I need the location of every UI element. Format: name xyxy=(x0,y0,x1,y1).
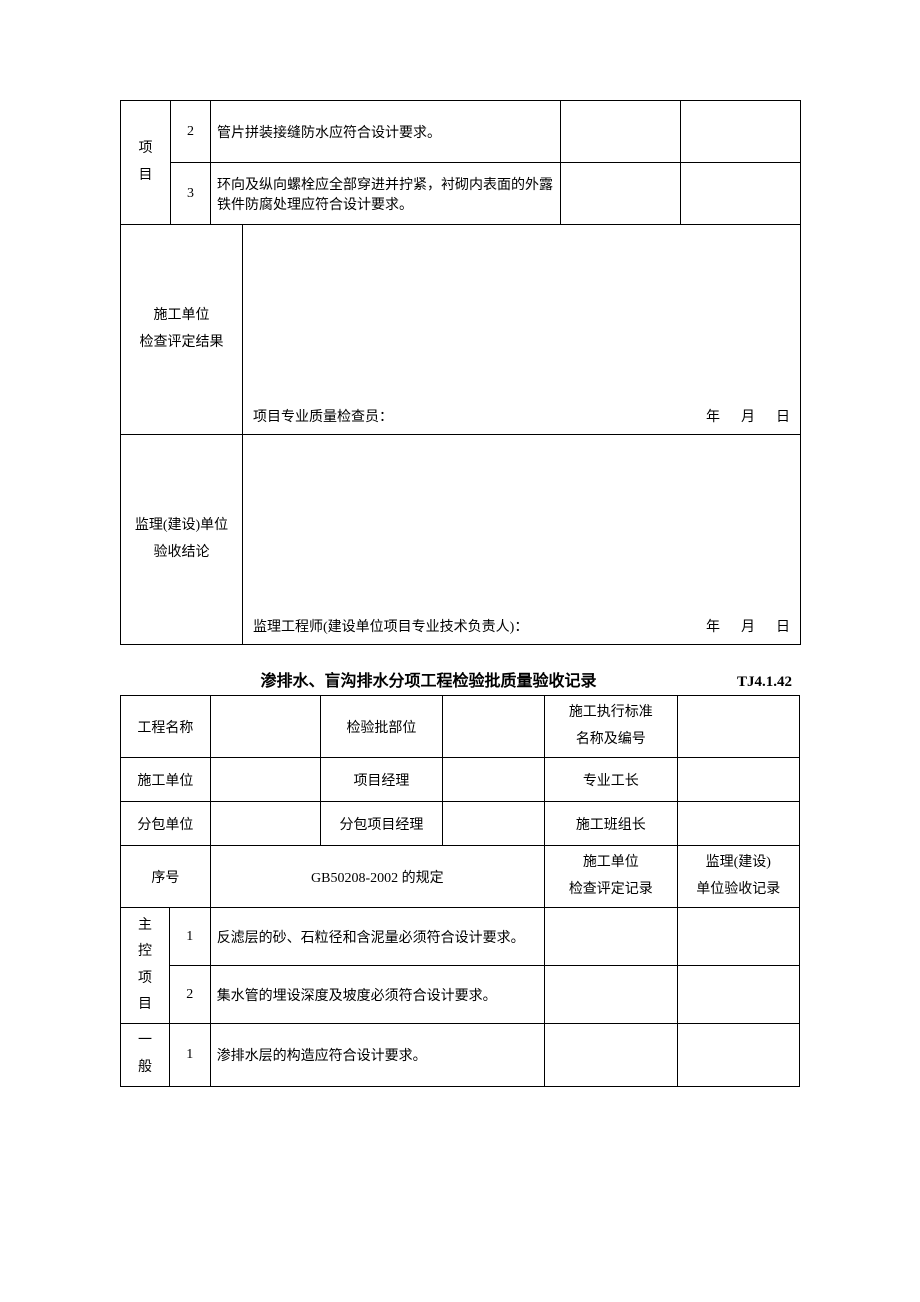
sig2-label: 监理工程师(建设单位项目专业技术负责人)： xyxy=(253,616,706,636)
row-num: 1 xyxy=(169,908,210,966)
v-subcon xyxy=(210,802,320,846)
section-title: 渗排水、盲沟排水分项工程检验批质量验收记录 xyxy=(120,667,737,691)
h-pm: 项目经理 xyxy=(320,758,442,802)
check-cell xyxy=(561,101,681,163)
section-code: TJ4.1.42 xyxy=(737,674,792,691)
accept-cell xyxy=(681,163,801,225)
accept-cell xyxy=(677,966,799,1024)
h-spec: GB50208-2002 的规定 xyxy=(210,846,544,908)
check-cell xyxy=(545,1024,678,1086)
row-num: 1 xyxy=(169,1024,210,1086)
row-num: 2 xyxy=(169,966,210,1024)
h-check: 施工单位 检查评定记录 xyxy=(545,846,678,908)
row-text: 环向及纵向螺栓应全部穿进并拧紧，衬砌内表面的外露铁件防腐处理应符合设计要求。 xyxy=(211,163,561,225)
row-num: 3 xyxy=(171,163,211,225)
v-std xyxy=(677,696,799,758)
row-text: 集水管的埋设深度及坡度必须符合设计要求。 xyxy=(210,966,544,1024)
v-foreman xyxy=(677,758,799,802)
accept-cell xyxy=(677,1024,799,1086)
v-pm xyxy=(443,758,545,802)
h-accept: 监理(建设) 单位验收记录 xyxy=(677,846,799,908)
sig1-label: 项目专业质量检查员： xyxy=(253,406,706,426)
h-seq: 序号 xyxy=(121,846,211,908)
cat-line1: 项 xyxy=(139,141,153,156)
h-std: 施工执行标准 名称及编号 xyxy=(545,696,678,758)
sig2-header: 监理(建设)单位 验收结论 xyxy=(121,435,243,645)
section-title-row: 渗排水、盲沟排水分项工程检验批质量验收记录 TJ4.1.42 xyxy=(120,667,800,691)
h-team: 施工班组长 xyxy=(545,802,678,846)
v-constr-unit xyxy=(210,758,320,802)
check-cell xyxy=(545,966,678,1024)
sig1-date: 年 月 日 xyxy=(706,406,790,426)
row-text: 反滤层的砂、石粒径和含泥量必须符合设计要求。 xyxy=(210,908,544,966)
h-foreman: 专业工长 xyxy=(545,758,678,802)
h-subcon: 分包单位 xyxy=(121,802,211,846)
sig1-body: 项目专业质量检查员： 年 月 日 xyxy=(243,225,801,435)
v-project-name xyxy=(210,696,320,758)
v-batch xyxy=(443,696,545,758)
lower-table: 工程名称 检验批部位 施工执行标准 名称及编号 施工单位 项目经理 专业工长 分… xyxy=(120,695,800,1087)
cat-gen: 一 般 xyxy=(121,1024,170,1086)
check-cell xyxy=(545,908,678,966)
accept-cell xyxy=(681,101,801,163)
cat-line2: 目 xyxy=(139,168,153,183)
h-sub-pm: 分包项目经理 xyxy=(320,802,442,846)
h-batch: 检验批部位 xyxy=(320,696,442,758)
check-cell xyxy=(561,163,681,225)
row-text: 管片拼装接缝防水应符合设计要求。 xyxy=(211,101,561,163)
accept-cell xyxy=(677,908,799,966)
v-team xyxy=(677,802,799,846)
h-project-name: 工程名称 xyxy=(121,696,211,758)
cat-main: 主 控 项 目 xyxy=(121,908,170,1024)
row-num: 2 xyxy=(171,101,211,163)
v-sub-pm xyxy=(443,802,545,846)
h-constr-unit: 施工单位 xyxy=(121,758,211,802)
sig2-date: 年 月 日 xyxy=(706,616,790,636)
row-text: 渗排水层的构造应符合设计要求。 xyxy=(210,1024,544,1086)
sig2-body: 监理工程师(建设单位项目专业技术负责人)： 年 月 日 xyxy=(243,435,801,645)
sig1-header: 施工单位 检查评定结果 xyxy=(121,225,243,435)
upper-table: 项 目 2 管片拼装接缝防水应符合设计要求。 3 环向及纵向螺栓应全部穿进并拧紧… xyxy=(120,100,801,645)
category-cell: 项 目 xyxy=(121,101,171,225)
